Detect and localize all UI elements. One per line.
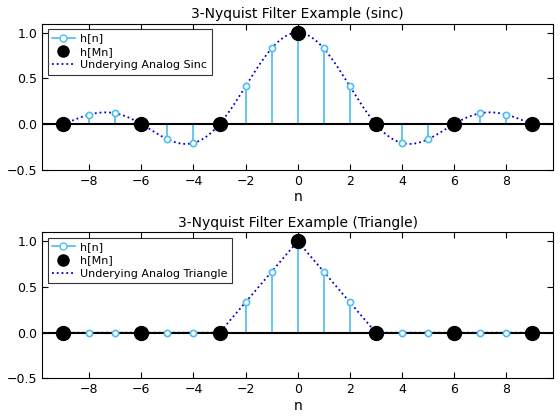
Point [241,299,250,306]
X-axis label: n: n [293,190,302,205]
X-axis label: n: n [293,399,302,413]
Point [189,139,198,146]
Point [267,45,276,52]
Point [528,329,536,336]
Point [241,83,250,89]
Point [111,329,120,336]
Point [137,121,146,127]
Point [85,329,94,336]
Point [163,136,172,142]
Point [215,329,224,336]
Point [59,329,68,336]
Point [450,121,459,127]
Point [450,329,459,336]
Point [528,121,536,127]
Point [450,329,459,336]
Point [189,329,198,336]
Title: 3-Nyquist Filter Example (sinc): 3-Nyquist Filter Example (sinc) [192,7,404,21]
Point [293,238,302,244]
Point [267,268,276,275]
Point [398,139,407,146]
Point [59,121,68,127]
Point [346,83,354,89]
Point [423,136,432,142]
Point [319,45,328,52]
Point [450,121,459,127]
Point [137,329,146,336]
Point [371,121,380,127]
Point [293,238,302,244]
Point [319,268,328,275]
Point [293,29,302,36]
Point [475,329,484,336]
Point [85,111,94,118]
Point [371,329,380,336]
Point [528,121,536,127]
Legend: h[n], h[Mn], Underying Analog Triangle: h[n], h[Mn], Underying Analog Triangle [48,238,232,283]
Point [371,329,380,336]
Point [215,329,224,336]
Point [215,121,224,127]
Point [215,121,224,127]
Point [163,329,172,336]
Point [423,329,432,336]
Point [528,329,536,336]
Point [502,329,511,336]
Point [502,111,511,118]
Point [137,329,146,336]
Point [398,329,407,336]
Point [475,110,484,117]
Title: 3-Nyquist Filter Example (Triangle): 3-Nyquist Filter Example (Triangle) [178,215,418,230]
Point [111,110,120,117]
Point [293,29,302,36]
Point [346,299,354,306]
Point [59,329,68,336]
Point [371,121,380,127]
Point [59,121,68,127]
Legend: h[n], h[Mn], Underying Analog Sinc: h[n], h[Mn], Underying Analog Sinc [48,29,212,75]
Point [137,121,146,127]
